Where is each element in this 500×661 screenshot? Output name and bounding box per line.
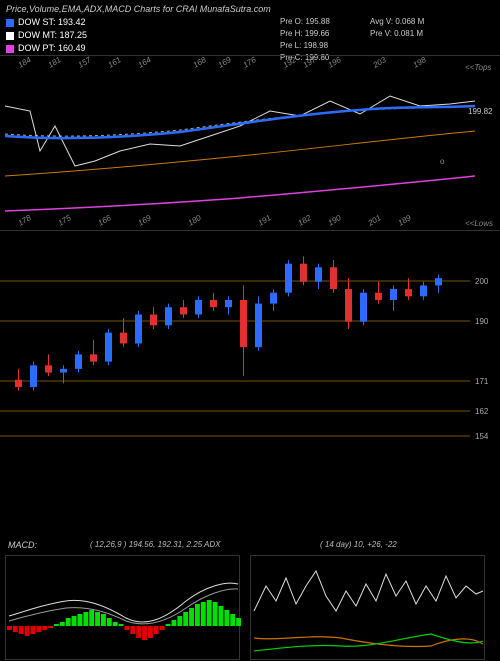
svg-text:162: 162 [475,407,489,416]
svg-text:190: 190 [327,213,344,228]
legend-text: DOW MT: 187.25 [18,29,87,42]
svg-text:197: 197 [302,56,319,70]
svg-text:166: 166 [97,213,114,228]
macd-title: MACD: [8,540,37,550]
svg-text:168: 168 [192,56,209,70]
svg-text:171: 171 [475,377,489,386]
legend-row: DOW MT: 187.25 [6,29,87,42]
info-row: Pre L: 198.98 [280,40,330,52]
svg-text:175: 175 [57,213,74,228]
macd-panel [5,555,240,660]
svg-text:o: o [440,157,445,166]
info-row: Pre O: 195.88 [280,16,330,28]
svg-text:178: 178 [17,213,34,228]
svg-text:176: 176 [242,56,259,70]
legend-text: DOW ST: 193.42 [18,16,86,29]
svg-text:169: 169 [217,56,234,70]
svg-text:196: 196 [327,56,344,70]
legend: DOW ST: 193.42DOW MT: 187.25DOW PT: 160.… [6,16,87,55]
svg-text:201: 201 [366,213,383,228]
svg-text:190: 190 [475,317,489,326]
svg-text:189: 189 [397,213,414,228]
svg-text:198: 198 [412,56,429,70]
svg-text:154: 154 [475,432,489,441]
svg-text:180: 180 [187,213,204,228]
macd-params: ( 12,26,9 ) 194.56, 192.31, 2.25 ADX [90,540,220,549]
info-row: Pre V: 0.081 M [370,28,424,40]
svg-text:192: 192 [282,56,299,70]
info-row: Pre H: 199.66 [280,28,330,40]
legend-text: DOW PT: 160.49 [18,42,86,55]
legend-row: DOW ST: 193.42 [6,16,87,29]
svg-text:<<Lows: <<Lows [465,219,493,228]
svg-text:199.82: 199.82 [468,107,493,116]
adx-params: ( 14 day) 10, +26, -22 [320,540,397,549]
svg-text:181: 181 [47,56,63,70]
info-row: Avg V: 0.068 M [370,16,424,28]
price-panel: 184 181 157 161 164 168 169 176 192197 196 203 198 1… [0,55,500,230]
legend-swatch [6,32,14,40]
legend-row: DOW PT: 160.49 [6,42,87,55]
svg-text:184: 184 [17,56,34,70]
svg-text:164: 164 [137,56,154,70]
svg-text:203: 203 [371,56,388,70]
svg-text:161: 161 [107,56,123,70]
candle-panel: 200 190 171 162 154 [0,230,500,455]
svg-text:182: 182 [297,213,314,228]
avg-info: Avg V: 0.068 MPre V: 0.081 M [370,16,424,40]
svg-text:169: 169 [137,213,154,228]
svg-text:200: 200 [475,277,489,286]
svg-text:157: 157 [77,56,94,70]
svg-text:191: 191 [257,213,273,227]
adx-panel [250,555,485,660]
legend-swatch [6,19,14,27]
svg-text:<<Tops: <<Tops [465,63,491,72]
legend-swatch [6,45,14,53]
